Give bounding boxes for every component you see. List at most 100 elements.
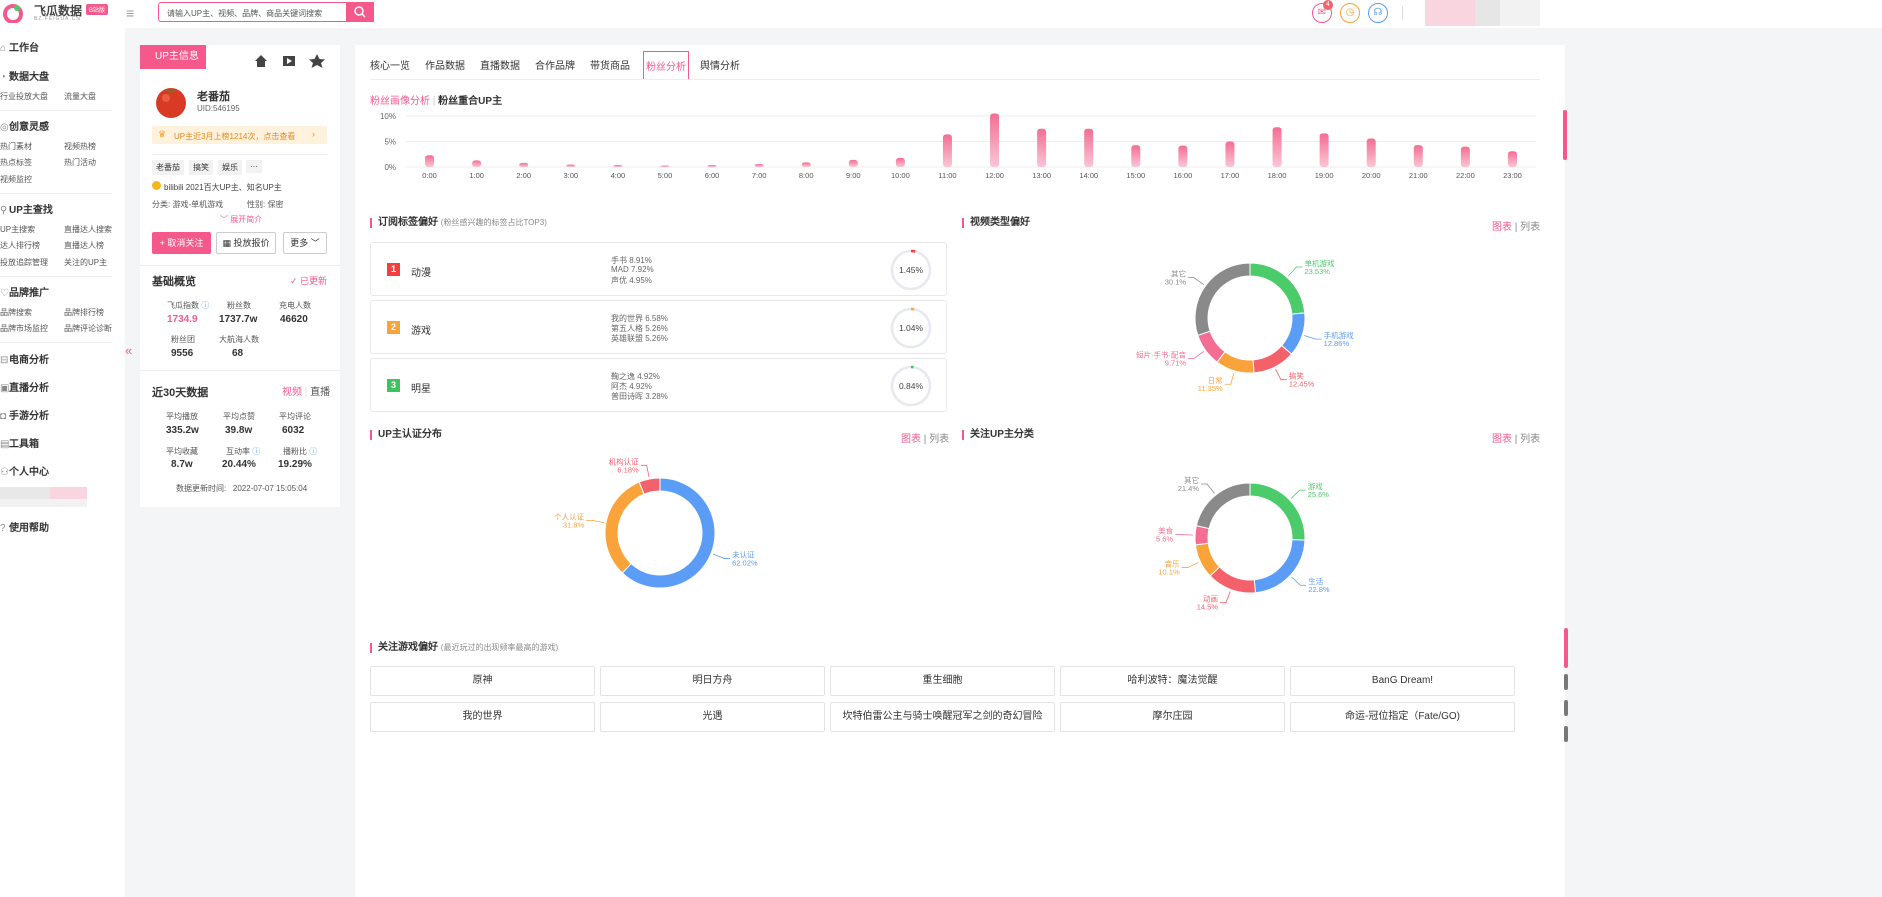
nav-toolbox[interactable]: ▤工具箱 <box>0 439 39 450</box>
bar[interactable] <box>1084 128 1094 167</box>
more-button[interactable]: 更多 ﹀ <box>283 232 327 254</box>
menu-toggle-icon[interactable]: ≡ <box>126 5 135 21</box>
avatar-tomato[interactable] <box>153 83 189 119</box>
bar[interactable] <box>1178 145 1188 167</box>
game-chip[interactable]: 摩尔庄园 <box>1060 702 1285 732</box>
search-button[interactable] <box>346 2 374 22</box>
subscription-card[interactable]: 3 明星 鞠之逸 4.92% 阿杰 4.92% 普田诗晖 3.28% 0.84% <box>370 358 947 412</box>
nav-brand-promo[interactable]: ♡品牌推广 <box>0 288 49 299</box>
tag-chip-more[interactable]: ··· <box>246 160 262 173</box>
nav-ad-tracking[interactable]: 投放追踪管理 <box>0 258 48 267</box>
bar[interactable] <box>472 160 482 167</box>
info-icon[interactable]: ⓘ <box>201 301 210 310</box>
game-chip[interactable]: 重生细胞 <box>830 666 1055 696</box>
nav-live-search[interactable]: 直播达人搜索 <box>64 225 112 234</box>
donut-slice[interactable] <box>1194 262 1251 336</box>
bar[interactable] <box>566 164 576 167</box>
bar[interactable] <box>1507 151 1517 167</box>
nav-brand-review[interactable]: 品牌评论诊断 <box>64 324 112 333</box>
game-chip[interactable]: 坎特伯雷公主与骑士唤醒冠军之剑的奇幻冒险 <box>830 702 1055 732</box>
tag-chip[interactable]: 搞笑 <box>189 160 213 175</box>
nav-live-rank[interactable]: 直播达人榜 <box>64 241 104 250</box>
nav-talent-rank[interactable]: 达人排行榜 <box>0 241 40 250</box>
nav-live-analysis[interactable]: ▣直播分析 <box>0 383 49 394</box>
recent-live-tab[interactable]: 直播 <box>310 387 331 398</box>
bar[interactable] <box>801 162 811 167</box>
list-toggle[interactable]: 列表 <box>1520 222 1541 233</box>
donut-slice[interactable] <box>1249 482 1306 541</box>
donut-slice[interactable] <box>1252 344 1293 374</box>
nav-video-hot[interactable]: 视频热榜 <box>64 142 96 151</box>
donut-slice[interactable] <box>1280 312 1306 355</box>
bar[interactable] <box>519 162 529 167</box>
nav-creative[interactable]: ◎创意灵感 <box>0 122 49 133</box>
clock-icon[interactable]: ◷ <box>1340 3 1360 23</box>
collapse-icon[interactable]: « <box>125 343 133 358</box>
donut-slice[interactable] <box>1197 330 1226 363</box>
info-icon[interactable]: ⓘ <box>309 447 318 456</box>
bar[interactable] <box>1272 127 1282 167</box>
bar[interactable] <box>613 164 623 167</box>
tab-fans[interactable]: 粉丝分析 <box>643 51 689 80</box>
nav-brand-rank[interactable]: 品牌排行榜 <box>64 308 104 317</box>
game-chip[interactable]: 原神 <box>370 666 595 696</box>
game-chip[interactable]: BanG Dream! <box>1290 666 1515 696</box>
floating-tab[interactable] <box>1564 674 1568 690</box>
expand-link[interactable]: ﹀ 展开简介 <box>220 215 263 224</box>
tab-goods[interactable]: 带货商品 <box>590 61 630 72</box>
nav-hot-events[interactable]: 热门活动 <box>64 158 96 167</box>
nav-hot-tags[interactable]: 热点标签 <box>0 158 32 167</box>
subscription-card[interactable]: 1 动漫 手书 8.91% MAD 7.92% 声优 4.95% 1.45% <box>370 242 947 296</box>
bar[interactable] <box>942 134 952 167</box>
nav-data-dashboard[interactable]: ◔ 数据大盘 <box>0 72 49 83</box>
game-chip[interactable]: 命运-冠位指定（Fate/GO) <box>1290 702 1515 732</box>
video-icon[interactable] <box>283 56 295 66</box>
nav-traffic[interactable]: 流量大盘 <box>64 92 96 101</box>
star-icon[interactable] <box>309 54 325 68</box>
list-toggle[interactable]: 列表 <box>1520 434 1541 445</box>
avatar[interactable] <box>1425 0 1475 26</box>
floating-tab[interactable] <box>1564 628 1568 668</box>
donut-slice[interactable] <box>1195 482 1251 530</box>
subtab-portrait[interactable]: 粉丝画像分析 <box>370 96 430 107</box>
floating-tab[interactable] <box>1564 726 1568 742</box>
nav-game-analysis[interactable]: ◘ 手游分析 <box>0 411 49 422</box>
game-chip[interactable]: 明日方舟 <box>600 666 825 696</box>
tab-sentiment[interactable]: 舆情分析 <box>700 61 740 72</box>
nav-personal[interactable]: ⚇个人中心 <box>0 467 49 478</box>
bar[interactable] <box>425 155 435 167</box>
tab-live[interactable]: 直播数据 <box>480 61 520 72</box>
bar[interactable] <box>1225 141 1235 168</box>
donut-slice[interactable] <box>1253 539 1306 594</box>
home-icon[interactable] <box>255 55 267 67</box>
chart-toggle[interactable]: 图表 <box>901 434 921 445</box>
bar[interactable] <box>1366 138 1376 167</box>
rank-notice[interactable]: ♛ UP主近3月上榜1214次，点击查看 › <box>152 126 327 144</box>
subtab-overlap[interactable]: 粉丝重合UP主 <box>438 96 503 107</box>
headset-icon[interactable]: ☊ <box>1368 3 1388 23</box>
tag-chip[interactable]: 娱乐 <box>218 160 242 175</box>
nav-workbench[interactable]: ⌂ 工作台 <box>0 43 39 54</box>
tag-chip[interactable]: 老番茄 <box>152 160 184 175</box>
game-chip[interactable]: 哈利波特：魔法觉醒 <box>1060 666 1285 696</box>
bar[interactable] <box>1319 133 1329 167</box>
donut-slice[interactable] <box>604 481 645 574</box>
bar[interactable] <box>660 165 670 167</box>
info-icon[interactable]: ⓘ <box>252 447 261 456</box>
bar[interactable] <box>1037 128 1047 167</box>
bar[interactable] <box>754 163 764 167</box>
floating-tab[interactable] <box>1564 700 1568 716</box>
search-input[interactable]: 请输入UP主、视频、品牌、商品关键词搜索 <box>158 2 374 22</box>
chart-toggle[interactable]: 图表 <box>1492 222 1512 233</box>
recent-video-tab[interactable]: 视频 <box>282 387 302 398</box>
donut-slice[interactable] <box>1249 262 1306 315</box>
nav-industry-ad[interactable]: 行业投放大盘 <box>0 92 48 101</box>
scrollbar[interactable] <box>1563 110 1567 160</box>
tab-core[interactable]: 核心一览 <box>370 61 410 72</box>
list-toggle[interactable]: 列表 <box>929 434 950 445</box>
bar[interactable] <box>848 159 858 167</box>
brand-name[interactable]: 飞瓜数据 <box>34 4 83 18</box>
nav-brand-monitor[interactable]: 品牌市场监控 <box>0 324 48 333</box>
tab-brands[interactable]: 合作品牌 <box>535 61 575 72</box>
bar[interactable] <box>707 164 717 167</box>
